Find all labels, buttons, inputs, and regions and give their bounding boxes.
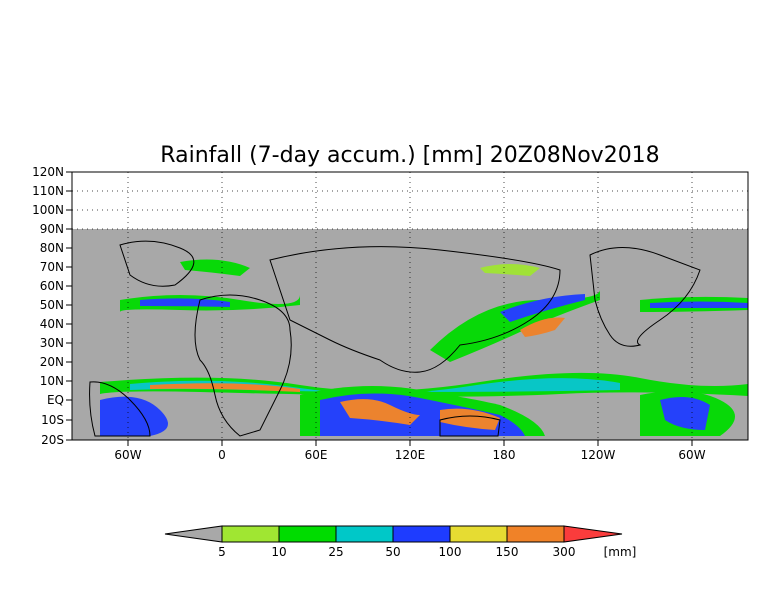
lat-label: 10S [41, 413, 64, 427]
north-america-outline [589, 247, 701, 347]
greenland-outline [119, 240, 195, 287]
lat-label: 80N [40, 241, 64, 255]
lat-label: 70N [40, 260, 64, 274]
legend-swatch-50-100 [392, 525, 451, 543]
lon-label: 60W [678, 448, 705, 462]
lon-labels: 60W 0 60E 120E 180 120W 60W [114, 448, 705, 462]
lat-labels: 120N 110N 100N 90N 80N 70N 60N 50N 40N 3… [32, 165, 64, 447]
legend-threshold: 50 [385, 545, 400, 559]
lat-label: 90N [40, 222, 64, 236]
legend-threshold: 100 [439, 545, 462, 559]
legend-unit: [mm] [604, 545, 637, 559]
lat-label: 20S [41, 433, 64, 447]
legend-threshold: 5 [218, 545, 226, 559]
coastlines [89, 240, 701, 437]
precip-layer [100, 259, 748, 436]
lon-label: 0 [218, 448, 226, 462]
lon-label: 60W [114, 448, 141, 462]
lat-label: EQ [47, 393, 64, 407]
lat-label: 60N [40, 279, 64, 293]
lat-label: 30N [40, 336, 64, 350]
lon-label: 60E [305, 448, 328, 462]
color-legend: 5 10 25 50 100 150 300 [mm] [164, 525, 637, 559]
australia-outline [439, 415, 501, 437]
legend-swatch-5-10 [221, 525, 280, 543]
map-panel: 120N 110N 100N 90N 80N 70N 60N 50N 40N 3… [32, 165, 749, 462]
lat-label: 50N [40, 298, 64, 312]
lon-ticks [127, 440, 693, 446]
lon-label: 180 [493, 448, 516, 462]
lat-label: 100N [32, 203, 64, 217]
lon-label: 120W [581, 448, 616, 462]
asia-outline [269, 246, 561, 373]
legend-threshold: 10 [271, 545, 286, 559]
lon-label: 120E [395, 448, 426, 462]
map-title: Rainfall (7-day accum.) [mm] 20Z08Nov201… [160, 143, 659, 168]
lat-label: 120N [32, 165, 64, 179]
legend-threshold: 25 [328, 545, 343, 559]
lat-label: 110N [32, 184, 64, 198]
lat-label: 40N [40, 317, 64, 331]
lat-ticks [66, 171, 72, 441]
europe-africa-outline [194, 294, 292, 437]
legend-swatch-10-25 [278, 525, 337, 543]
legend-swatch-25-50 [335, 525, 394, 543]
legend-threshold: 300 [553, 545, 576, 559]
south-america-outline [89, 381, 151, 437]
lat-label: 20N [40, 355, 64, 369]
legend-swatch-below-5 [164, 525, 223, 543]
legend-threshold: 150 [496, 545, 519, 559]
lat-label: 10N [40, 374, 64, 388]
legend-swatch-150-300 [506, 525, 565, 543]
legend-swatch-100-150 [449, 525, 508, 543]
legend-swatch-above-300 [563, 525, 623, 543]
